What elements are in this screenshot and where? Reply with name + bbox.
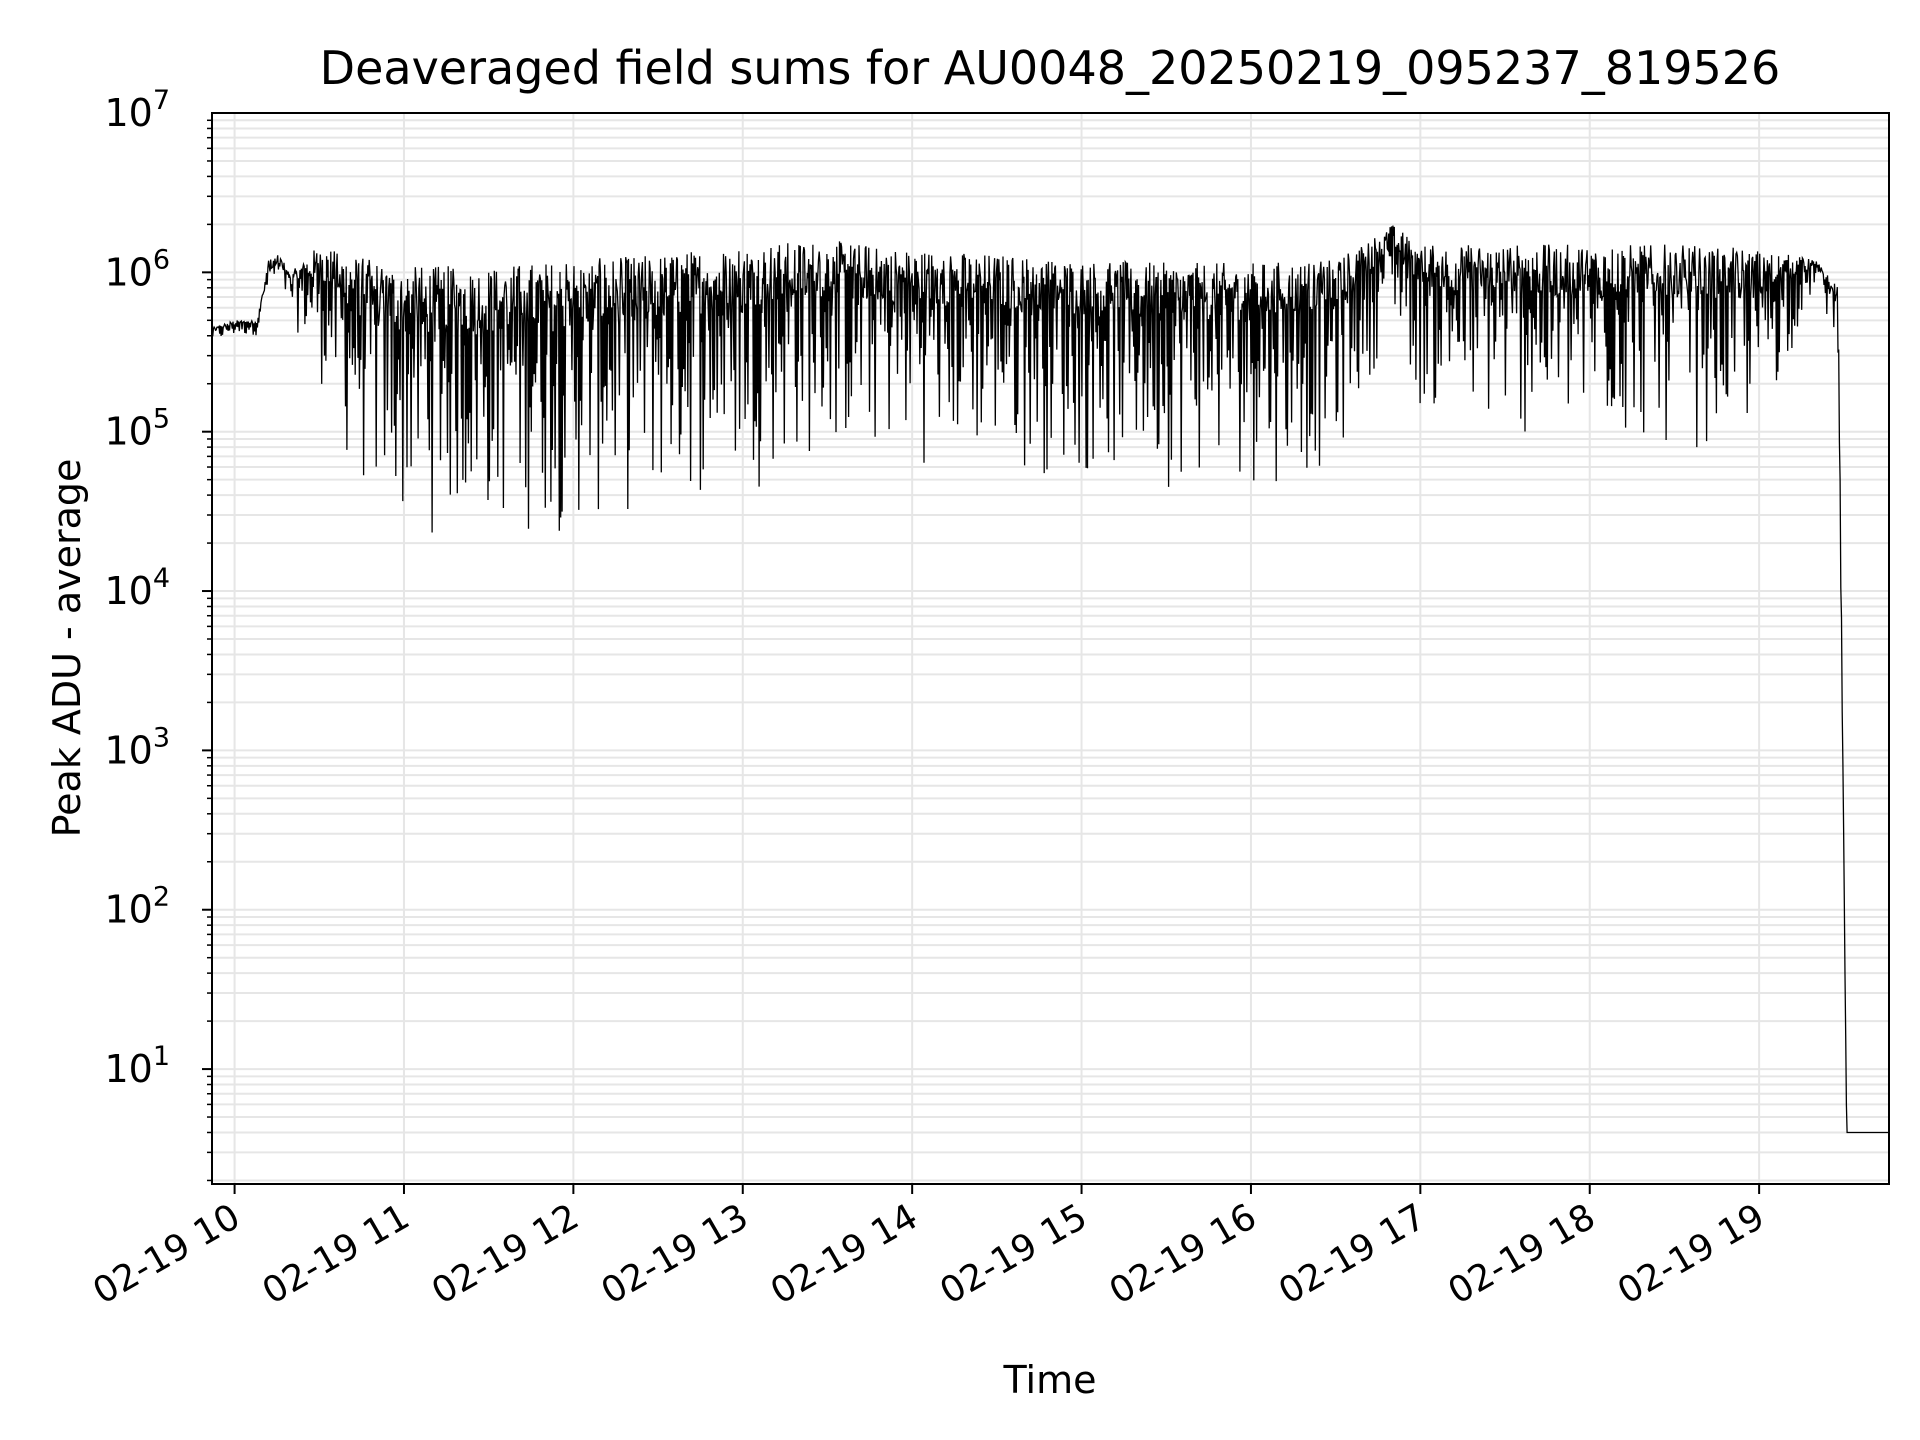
y-axis-label: Peak ADU - average <box>45 459 89 838</box>
plot-frame <box>211 112 1890 1185</box>
y-tick-label: 105 <box>104 404 170 454</box>
data-layer <box>211 225 1889 1134</box>
y-tick-label: 103 <box>104 722 170 772</box>
y-tick-label: 101 <box>104 1041 170 1091</box>
y-tick-label: 104 <box>104 563 170 613</box>
chart-title: Deaveraged field sums for AU0048_2025021… <box>320 41 1781 95</box>
y-tick-label: 106 <box>104 244 170 294</box>
series-line <box>211 225 1889 1134</box>
y-tick-label: 102 <box>104 882 170 932</box>
y-tick-label: 107 <box>104 85 170 135</box>
x-axis-label: Time <box>1003 1358 1097 1402</box>
